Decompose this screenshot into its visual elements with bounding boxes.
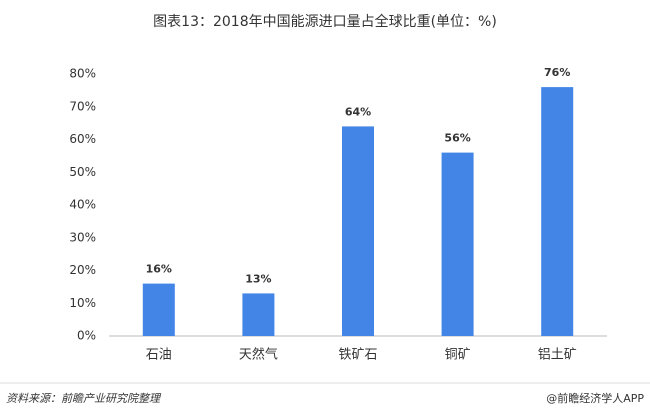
- bar: [242, 293, 275, 336]
- y-tick-label: 60%: [69, 132, 96, 146]
- y-tick-label: 50%: [69, 165, 96, 179]
- y-tick-label: 10%: [69, 296, 96, 310]
- y-tick-label: 40%: [69, 198, 96, 212]
- value-label: 64%: [345, 105, 371, 118]
- x-tick-label: 石油: [146, 348, 172, 363]
- y-tick-label: 70%: [69, 99, 96, 113]
- value-label: 16%: [146, 263, 172, 276]
- source-note: 资料来源：前瞻产业研究院整理: [6, 392, 162, 405]
- x-tick-label: 铝土矿: [538, 348, 577, 363]
- x-tick-label: 铜矿: [445, 348, 471, 363]
- x-tick-label: 天然气: [239, 347, 278, 363]
- x-tick-label: 铁矿石: [338, 348, 377, 363]
- y-tick-label: 80%: [69, 67, 96, 81]
- y-tick-label: 20%: [69, 263, 96, 277]
- bar: [142, 283, 175, 336]
- credit: @前瞻经济学人APP: [546, 391, 644, 405]
- y-tick-label: 30%: [69, 230, 96, 244]
- bar: [541, 87, 574, 336]
- value-label: 56%: [444, 132, 470, 145]
- value-label: 13%: [245, 272, 271, 285]
- bar: [441, 152, 474, 336]
- chart-title: 图表13：2018年中国能源进口量占全球比重(单位：%): [153, 13, 497, 30]
- value-label: 76%: [544, 66, 570, 79]
- y-tick-label: 0%: [77, 329, 96, 343]
- bar: [342, 126, 374, 337]
